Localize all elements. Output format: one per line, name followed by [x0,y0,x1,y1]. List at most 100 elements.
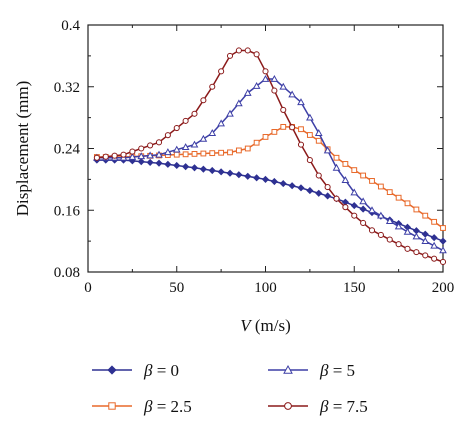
data-point [413,249,420,256]
data-point [252,81,261,89]
data-point [306,132,313,138]
legend-label: β = 0 [143,361,179,380]
data-point [297,98,305,106]
legend-item-0: β = 0 [92,361,179,380]
legend-label-symbol: β [143,361,153,380]
data-point [368,206,376,214]
data-point [191,151,198,157]
data-point [288,182,296,190]
legend-label-symbol: β [319,397,329,416]
data-point [350,202,358,210]
y-axis-label: Displacement (mm) [13,81,32,217]
data-point [430,234,438,242]
legend-item-3: β = 7.5 [268,397,368,416]
data-point [190,164,199,172]
data-point [146,151,154,159]
data-point [351,212,358,219]
legend-item-2: β = 5 [268,361,355,380]
legend-label-value: = 2.5 [152,397,191,416]
data-point [181,143,190,151]
data-point [102,153,109,160]
data-point [386,236,393,243]
data-point [279,82,288,90]
data-point [243,88,252,96]
data-point [377,211,385,219]
data-point [342,204,349,211]
data-point [209,150,216,157]
data-point [262,134,269,140]
data-point [413,206,420,213]
legend-label: β = 7.5 [319,397,368,416]
data-point [315,137,322,144]
data-point [333,195,340,202]
legend-item-1: β = 2.5 [92,397,192,416]
data-point [280,106,287,113]
data-point [439,237,447,245]
data-point [199,134,208,142]
legend-label-symbol: β [319,361,329,380]
data-point [208,166,216,175]
x-axis-label: V (m/s) [240,316,291,335]
data-point [385,217,394,224]
data-point [315,172,322,179]
data-point [120,151,127,158]
data-point [289,124,296,131]
data-point [297,141,305,148]
data-point [270,177,278,186]
data-point [137,158,145,166]
data-point [199,165,207,173]
data-point [306,113,314,121]
data-point [360,219,367,227]
data-point [333,154,340,161]
data-point [173,161,181,170]
data-point [200,97,207,104]
data-point [182,163,190,171]
data-point [172,145,181,153]
data-point [191,110,198,117]
series-line [96,126,444,229]
y-tick-label: 0.4 [61,18,80,34]
data-point [108,402,116,410]
data-point [217,119,225,127]
data-point [283,364,293,374]
series-2 [93,75,447,254]
data-point [226,109,234,117]
data-point [368,227,376,234]
y-tick-label: 0.08 [54,265,80,281]
data-point [253,174,261,182]
data-point [111,152,118,159]
data-point [271,129,278,135]
data-point [324,184,331,191]
data-point [288,90,296,98]
data-point [147,142,154,149]
series-0 [93,156,447,245]
data-point [244,172,252,180]
data-point [155,150,163,158]
data-point [270,75,279,82]
data-point [227,149,233,156]
data-point [261,175,270,183]
data-point [360,172,367,179]
x-tick-label: 0 [84,280,92,296]
data-point [155,139,163,146]
plot-area: 0 50 100 150 200 0.08 0.16 0.24 0.32 0.4 [54,18,455,296]
series-1 [93,123,446,231]
data-point [439,246,447,254]
x-tick-label: 50 [169,280,184,296]
x-tick-label: 150 [343,280,366,296]
series-line [96,78,444,252]
data-point [403,227,412,235]
data-point [164,132,171,139]
legend-label-value: = 0 [152,361,179,380]
series-3 [93,47,447,266]
data-point [306,187,314,195]
data-point [244,47,251,54]
data-point [404,245,411,252]
data-point [314,129,323,136]
data-point [369,178,375,184]
data-point [173,151,180,158]
data-point [217,168,225,176]
legend-label-value: = 7.5 [328,397,367,416]
